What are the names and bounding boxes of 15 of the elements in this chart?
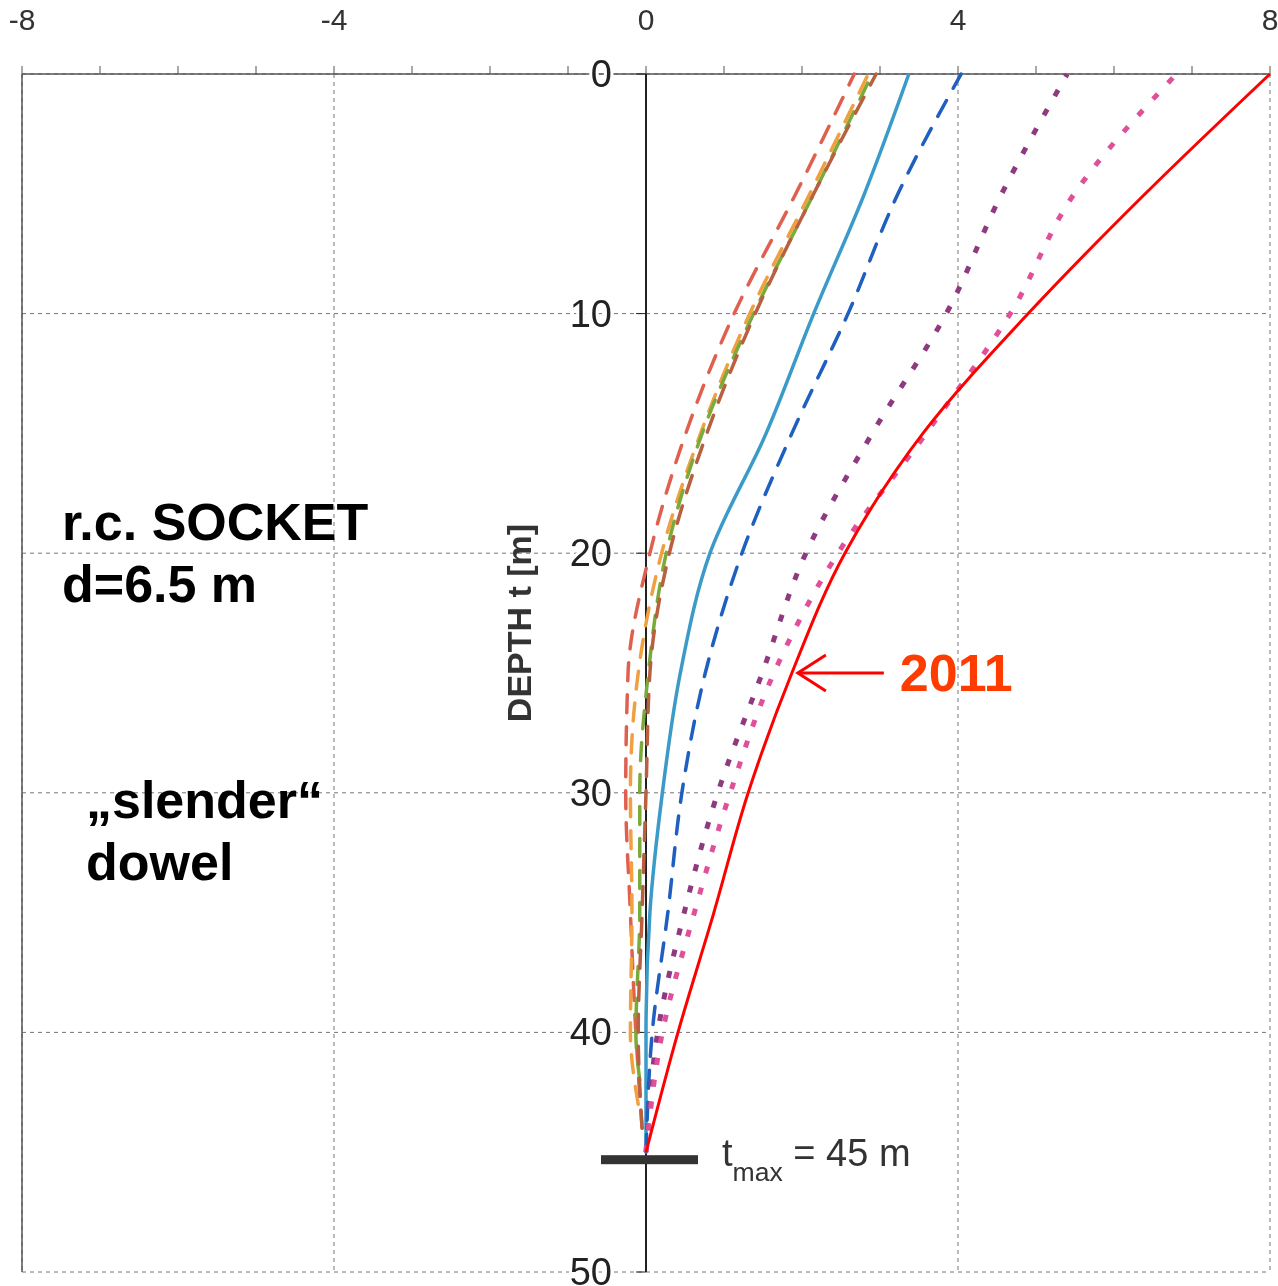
x-tick-label: 0: [637, 3, 655, 36]
annotation: t$_{max}$ = 45 m: [722, 1132, 911, 1188]
y-tick-label: 10: [569, 292, 612, 335]
y-tick-label: 50: [569, 1251, 612, 1286]
y-tick-label: 20: [569, 532, 612, 575]
annotation: „slender“ dowel: [86, 771, 323, 891]
x-tick-label: -4: [320, 3, 348, 36]
annotation: 2011: [899, 644, 1013, 702]
y-tick-label: 30: [569, 771, 612, 814]
x-tick-label: 4: [949, 3, 967, 36]
x-tick-label: 8: [1261, 3, 1278, 36]
y-tick-label: 40: [569, 1011, 612, 1054]
annotation: r.c. SOCKET d=6.5 m: [62, 493, 369, 613]
x-tick-label: -8: [8, 3, 36, 36]
y-axis-title: DEPTH t [m]: [500, 523, 538, 723]
